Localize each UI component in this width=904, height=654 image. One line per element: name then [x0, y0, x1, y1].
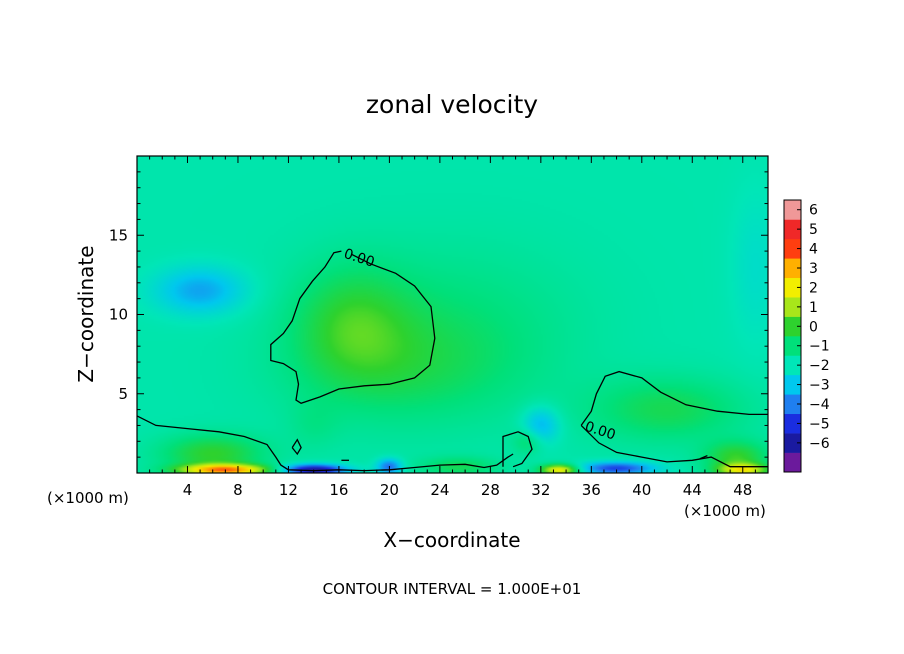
- y-tick-label: 5: [118, 385, 128, 403]
- x-tick-label: 36: [582, 481, 601, 499]
- x-tick-label: 20: [380, 481, 399, 499]
- colorbar: 6 5 4 3 2 1 0 −1 −2 −3 −4 −5 −6: [783, 199, 830, 473]
- chart-title: zonal velocity: [366, 90, 538, 119]
- y-tick-label: 10: [109, 306, 128, 324]
- colorbar-band: [784, 258, 801, 279]
- contour-lines: [137, 250, 768, 472]
- colorbar-label: 5: [809, 222, 818, 238]
- x-tick-label: 8: [233, 481, 243, 499]
- x-unit-left: (×1000 m): [47, 489, 129, 507]
- colorbar-band: [784, 238, 801, 259]
- contour-line: [291, 438, 302, 456]
- contour-line: [580, 370, 768, 426]
- x-tick-label: 4: [183, 481, 193, 499]
- colorbar-band: [784, 219, 801, 240]
- x-tick-label: 16: [329, 481, 348, 499]
- x-tick-label: 28: [481, 481, 500, 499]
- colorbar-band: [784, 374, 801, 395]
- contour-line: [270, 250, 436, 405]
- colorbar-band: [784, 200, 801, 220]
- colorbar-band: [784, 413, 801, 434]
- colorbar-label: −3: [809, 378, 830, 394]
- x-tick-label: 48: [733, 481, 752, 499]
- colorbar-label: 2: [809, 280, 818, 296]
- x-axis-ticks: 4 8 12 16 20 24 28 32 36 40 44 48: [149, 156, 756, 499]
- colorbar-label: −4: [809, 397, 830, 413]
- colorbar-band: [784, 316, 801, 337]
- x-tick-label: 32: [531, 481, 550, 499]
- colorbar-band: [784, 355, 801, 376]
- contour-line: [699, 454, 708, 460]
- colorbar-label: 6: [809, 203, 818, 219]
- colorbar-band: [784, 297, 801, 317]
- colorbar-frame: [783, 199, 802, 473]
- contour-interval-note: CONTOUR INTERVAL = 1.000E+01: [323, 580, 582, 598]
- x-tick-label: 24: [430, 481, 449, 499]
- colorbar-band: [784, 452, 801, 473]
- x-tick-label: 44: [683, 481, 702, 499]
- y-axis-label: Z−coordinate: [74, 245, 98, 382]
- colorbar-band: [784, 394, 801, 415]
- contour-line: [502, 431, 533, 468]
- colorbar-label: 1: [809, 300, 818, 316]
- colorbar-label: −2: [809, 358, 830, 374]
- x-tick-label: 12: [279, 481, 298, 499]
- x-tick-label: 40: [632, 481, 651, 499]
- colorbar-band: [784, 433, 801, 453]
- colorbar-label: −5: [809, 416, 830, 432]
- colorbar-band: [784, 277, 801, 298]
- colorbar-label: 4: [809, 242, 818, 258]
- colorbar-band: [784, 336, 801, 356]
- colorbar-label: 0: [809, 319, 818, 335]
- x-axis-label: X−coordinate: [383, 528, 520, 552]
- y-axis-ticks: 5 10 15: [109, 171, 768, 458]
- colorbar-label: −1: [809, 339, 830, 355]
- colorbar-label: 3: [809, 261, 818, 277]
- y-tick-label: 15: [109, 226, 128, 244]
- x-unit-right: (×1000 m): [684, 502, 766, 520]
- velocity-field: [137, 156, 768, 473]
- colorbar-label: −6: [809, 436, 830, 452]
